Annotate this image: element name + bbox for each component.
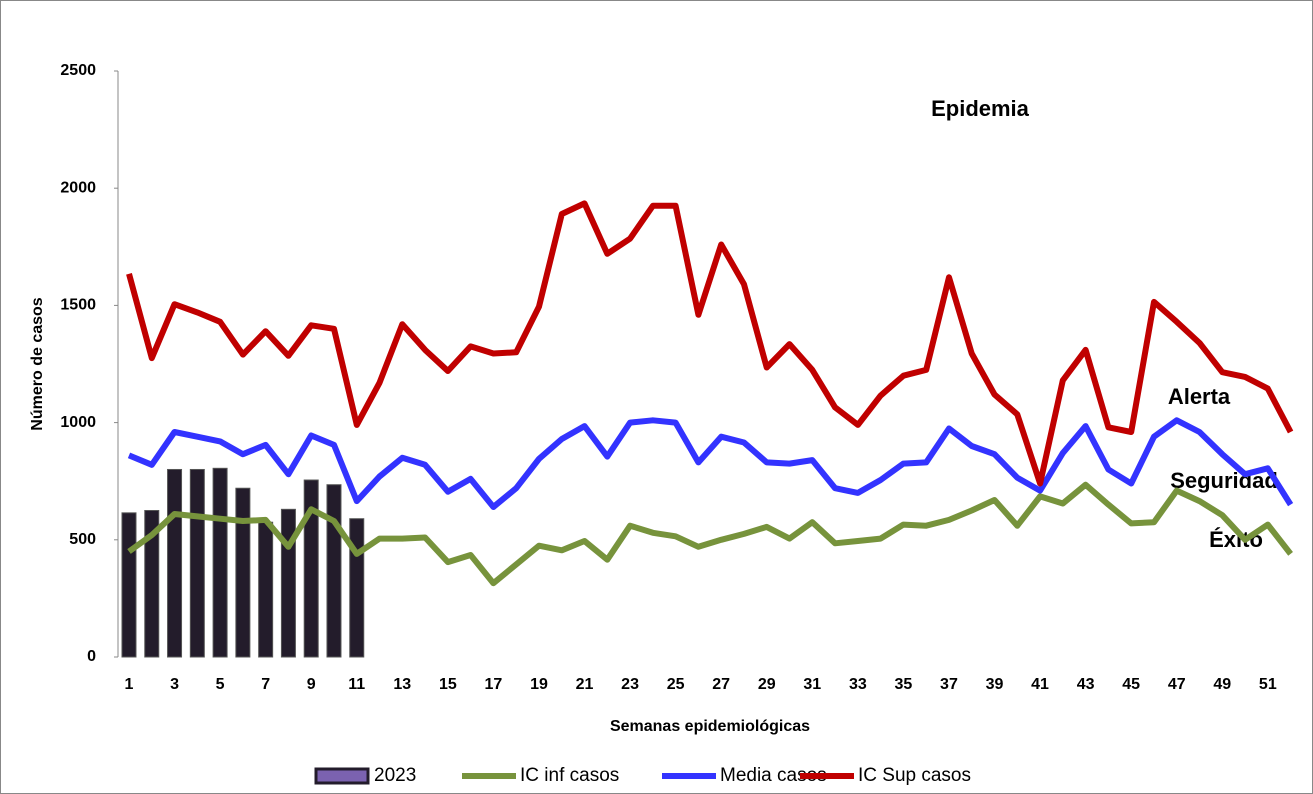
bar	[167, 468, 183, 658]
bar	[121, 512, 137, 658]
x-tick-label: 9	[307, 676, 316, 693]
x-tick-label: 11	[348, 676, 365, 693]
x-tick-label: 29	[758, 676, 776, 693]
x-tick-label: 25	[667, 676, 685, 693]
x-tick-label: 47	[1168, 676, 1186, 693]
bar	[212, 467, 228, 658]
x-tick-label: 3	[170, 676, 179, 693]
y-tick-label: 2000	[60, 179, 96, 196]
x-tick-label: 7	[261, 676, 270, 693]
bar	[280, 508, 296, 658]
legend-label: Media casos	[720, 765, 827, 786]
bar	[189, 468, 205, 658]
legend-label: IC Sup casos	[858, 765, 971, 786]
x-tick-label: 39	[986, 676, 1004, 693]
legend-label: 2023	[374, 765, 416, 786]
legend-marker	[314, 767, 370, 785]
x-tick-label: 17	[485, 676, 503, 693]
legend-label: IC inf casos	[520, 765, 619, 786]
bar	[349, 518, 365, 658]
y-tick-label: 2500	[60, 62, 96, 79]
bar	[144, 510, 160, 658]
bar	[326, 484, 342, 658]
bar	[303, 479, 319, 658]
bar	[258, 521, 274, 658]
x-tick-label: 41	[1031, 676, 1049, 693]
x-tick-label: 49	[1213, 676, 1231, 693]
bar	[235, 487, 251, 658]
x-tick-label: 21	[576, 676, 594, 693]
x-tick-label: 23	[621, 676, 639, 693]
x-tick-label: 35	[895, 676, 913, 693]
y-tick-label: 1500	[60, 297, 96, 314]
annotation: Alerta	[1168, 384, 1231, 409]
x-tick-label: 45	[1122, 676, 1140, 693]
x-axis-label: Semanas epidemiológicas	[610, 718, 810, 735]
x-tick-label: 33	[849, 676, 867, 693]
x-tick-label: 51	[1259, 676, 1277, 693]
y-tick-label: 0	[87, 648, 96, 665]
x-tick-label: 5	[216, 676, 225, 693]
y-tick-label: 500	[69, 531, 96, 548]
y-tick-label: 1000	[60, 414, 96, 431]
line	[127, 481, 1293, 587]
x-tick-label: 15	[439, 676, 457, 693]
y-axis-label: Número de casos	[29, 297, 46, 430]
x-tick-label: 1	[125, 676, 134, 693]
x-tick-label: 37	[940, 676, 958, 693]
x-tick-label: 13	[393, 676, 411, 693]
annotation: Epidemia	[931, 96, 1030, 121]
x-tick-label: 31	[803, 676, 821, 693]
x-tick-label: 27	[712, 676, 730, 693]
x-tick-label: 43	[1077, 676, 1095, 693]
x-tick-label: 19	[530, 676, 548, 693]
line	[126, 200, 1294, 487]
line	[127, 417, 1294, 510]
